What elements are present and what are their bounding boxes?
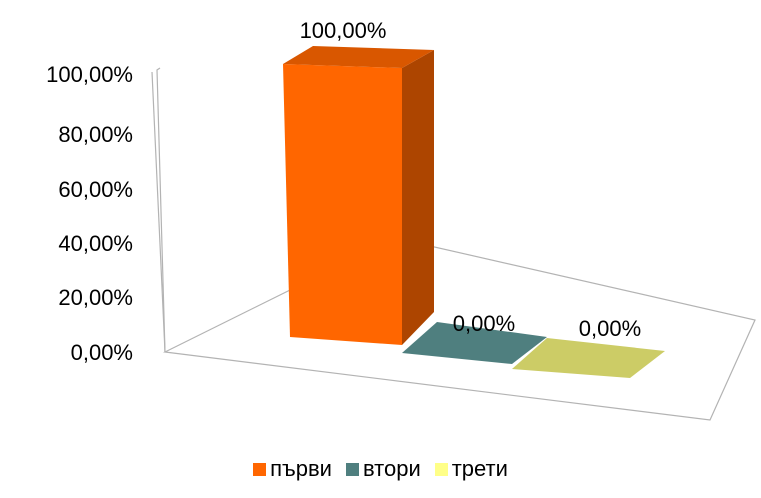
- bar: [402, 322, 547, 364]
- y-axis-tick-labels: 0,00% 20,00% 40,00% 60,00% 80,00% 100,00%: [46, 62, 133, 365]
- bar-face-top: [283, 46, 434, 68]
- legend-label-third: трети: [451, 456, 508, 481]
- y-tick-label: 80,00%: [58, 122, 133, 147]
- bar: [283, 46, 434, 345]
- legend-swatch-third: [434, 462, 448, 476]
- data-label: 0,00%: [453, 311, 515, 336]
- bar: [512, 338, 665, 378]
- y-tick-label: 60,00%: [58, 177, 133, 202]
- bars: [283, 46, 665, 378]
- back-wall-edge: [156, 67, 166, 353]
- bar-face-front: [283, 64, 402, 345]
- legend-item-third: трети: [434, 456, 508, 482]
- y-tick-label: 20,00%: [58, 285, 133, 310]
- bar-face-top: [512, 338, 665, 378]
- y-tick-label: 0,00%: [71, 340, 133, 365]
- legend-item-second: втори: [345, 456, 421, 482]
- y-axis-line: [151, 71, 166, 353]
- legend-swatch-first: [253, 462, 267, 476]
- data-labels: 100,00% 0,00% 0,00%: [300, 18, 642, 341]
- data-label: 0,00%: [579, 316, 641, 341]
- legend: първи втори трети: [0, 454, 761, 484]
- legend-label-first: първи: [270, 456, 332, 481]
- legend-swatch-second: [345, 462, 359, 476]
- y-tick-label: 100,00%: [46, 62, 133, 87]
- y-tick-label: 40,00%: [58, 231, 133, 256]
- data-label: 100,00%: [300, 18, 387, 43]
- bar-face-top: [402, 322, 547, 364]
- legend-label-second: втори: [362, 456, 421, 481]
- bar-face-side: [402, 50, 434, 345]
- chart-walls: [151, 67, 756, 421]
- legend-item-first: първи: [253, 456, 332, 482]
